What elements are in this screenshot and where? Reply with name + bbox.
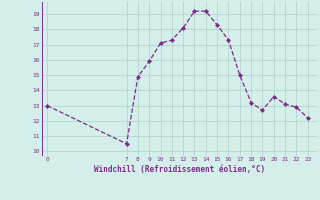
X-axis label: Windchill (Refroidissement éolien,°C): Windchill (Refroidissement éolien,°C) — [94, 165, 265, 174]
